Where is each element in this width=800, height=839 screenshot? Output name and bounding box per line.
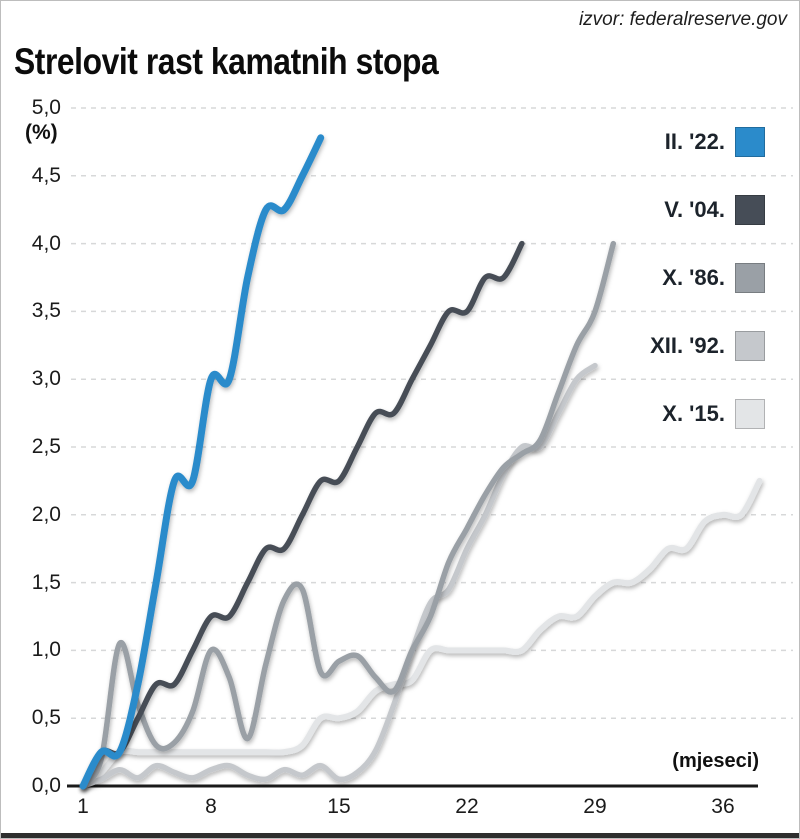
y-axis-unit-label: (%) bbox=[25, 121, 58, 144]
x-tick-label: 8 bbox=[205, 795, 217, 818]
y-tick-label: 3,5 bbox=[31, 299, 61, 323]
y-tick-label: 4,0 bbox=[31, 231, 61, 255]
source-credit: izvor: federalreserve.gov bbox=[578, 9, 787, 30]
chart-title: Strelovit rast kamatnih stopa bbox=[14, 41, 439, 82]
y-tick-label: 2,5 bbox=[31, 435, 61, 458]
y-tick-label: 0,0 bbox=[31, 774, 61, 797]
series-line-x86 bbox=[80, 240, 617, 789]
x-tick-label: 29 bbox=[583, 795, 607, 818]
y-tick-label: 2,0 bbox=[31, 502, 61, 526]
x-tick-label: 22 bbox=[455, 795, 479, 818]
series-line-ii22 bbox=[79, 134, 325, 790]
y-tick-label: 1,5 bbox=[31, 570, 61, 594]
x-axis-unit-label: (mjeseci) bbox=[672, 750, 759, 772]
y-tick-label: 5,0 bbox=[31, 96, 61, 119]
x-tick-label: 1 bbox=[77, 795, 89, 818]
y-tick-label: 0,5 bbox=[31, 706, 61, 730]
x-tick-label: 15 bbox=[327, 795, 351, 818]
y-tick-label: 1,0 bbox=[31, 638, 61, 662]
bottom-accent-bar bbox=[1, 833, 799, 838]
x-tick-label: 36 bbox=[711, 795, 735, 818]
y-tick-label: 3,0 bbox=[31, 367, 61, 391]
gridlines bbox=[71, 107, 793, 719]
series-line-v04 bbox=[80, 240, 525, 789]
y-tick-label: 4,5 bbox=[31, 163, 61, 187]
series-lines bbox=[79, 134, 763, 790]
series-line-x15 bbox=[80, 477, 763, 789]
